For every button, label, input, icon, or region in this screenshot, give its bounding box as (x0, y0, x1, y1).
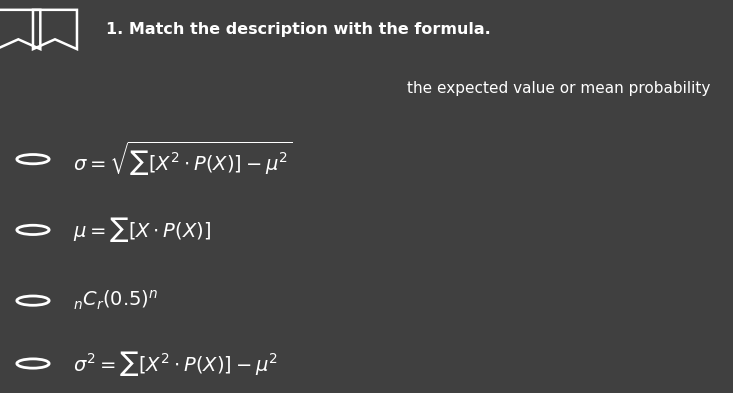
Text: $\mu = \sum[X \cdot P(X)]$: $\mu = \sum[X \cdot P(X)]$ (73, 215, 211, 244)
Text: ${}_nC_r(0.5)^n$: ${}_nC_r(0.5)^n$ (73, 289, 158, 312)
Text: $\sigma = \sqrt{\sum[X^2 \cdot P(X)] - \mu^2}$: $\sigma = \sqrt{\sum[X^2 \cdot P(X)] - \… (73, 140, 292, 178)
Text: 1. Match the description with the formula.: 1. Match the description with the formul… (106, 22, 491, 37)
Text: the expected value or mean probability: the expected value or mean probability (407, 81, 710, 96)
Text: $\sigma^2 = \sum[X^2 \cdot P(X)] - \mu^2$: $\sigma^2 = \sum[X^2 \cdot P(X)] - \mu^2… (73, 349, 278, 378)
